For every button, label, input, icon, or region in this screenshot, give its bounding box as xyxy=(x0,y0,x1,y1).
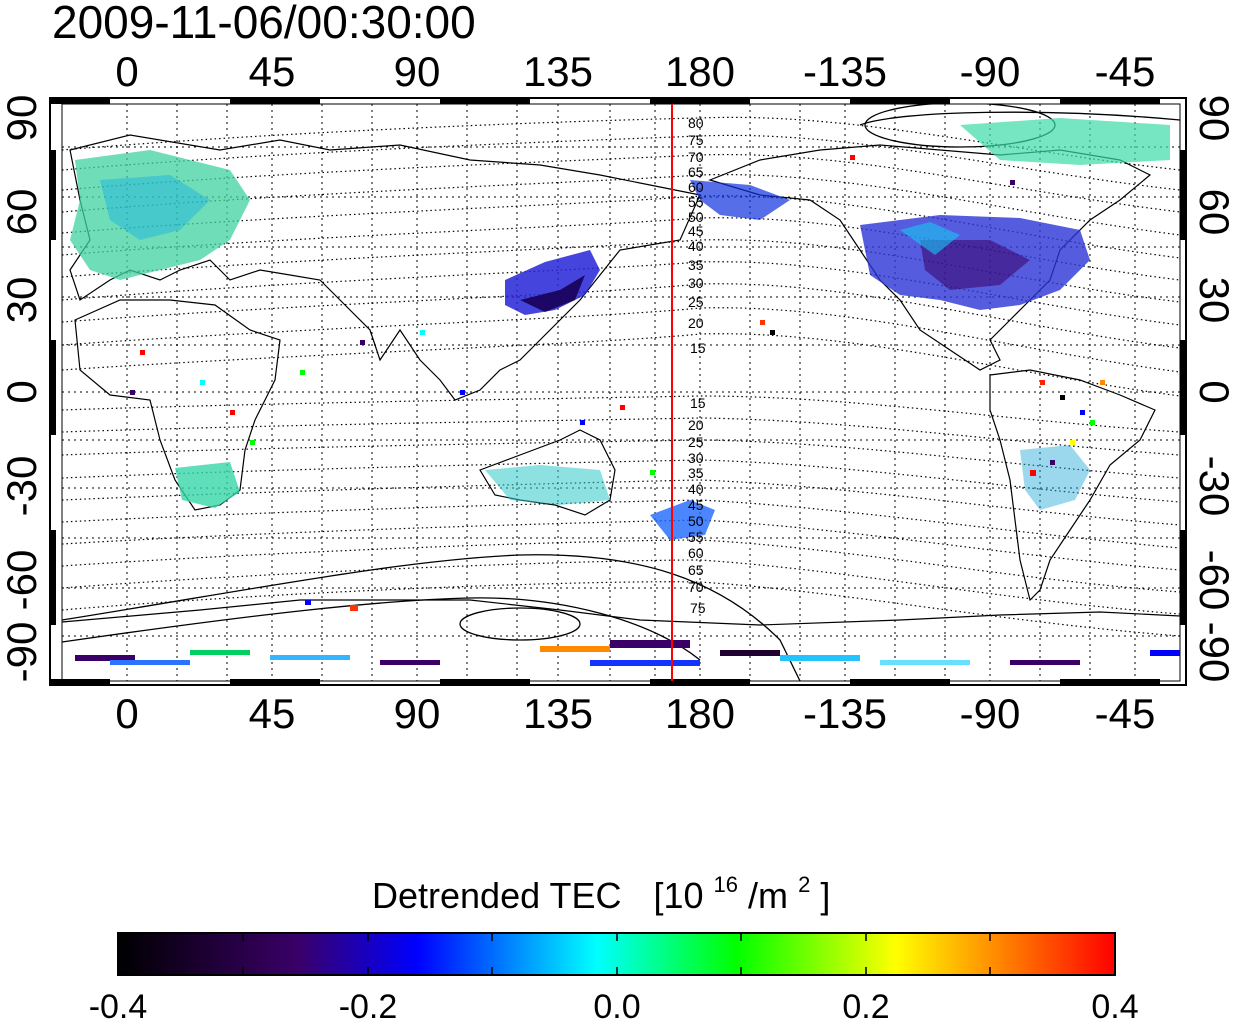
lat-tick-label: -30 xyxy=(1191,456,1238,517)
lat-tick-label: 0 xyxy=(0,380,45,403)
contour-label: 75 xyxy=(688,132,704,148)
australia-patch xyxy=(485,465,610,505)
contour-label: 15 xyxy=(690,340,706,356)
lon-tick-label: 135 xyxy=(523,690,593,737)
contour-label: 35 xyxy=(688,257,704,273)
lat-tick-label: 0 xyxy=(1191,380,1238,403)
contour-label: 65 xyxy=(688,164,704,180)
contour-label: 45 xyxy=(688,497,704,513)
lat-tick-label: 90 xyxy=(0,95,45,142)
contour-label: 40 xyxy=(688,238,704,254)
contour-label: 80 xyxy=(688,115,704,131)
lat-ticks-left: 90 60 30 0 -30 -60 -90 xyxy=(0,95,45,683)
lon-tick-label: 45 xyxy=(249,48,296,95)
lon-tick-label: -45 xyxy=(1095,690,1156,737)
lat-tick-label: -60 xyxy=(1191,550,1238,611)
contour-label: 70 xyxy=(688,579,704,595)
colorbar-title-unit-open: [10 xyxy=(653,875,703,916)
contour-label: 40 xyxy=(688,481,704,497)
contour-label: 25 xyxy=(688,434,704,450)
contour-label: 50 xyxy=(688,513,704,529)
lat-tick-label: 60 xyxy=(1191,189,1238,236)
lon-tick-label: -90 xyxy=(960,690,1021,737)
colorbar-ticks xyxy=(242,933,991,975)
lon-tick-label: -45 xyxy=(1095,48,1156,95)
colorbar-title-unit-sup1: 16 xyxy=(714,872,738,897)
antarctica-outline xyxy=(62,599,1180,626)
colorbar-tick-label: 0.0 xyxy=(593,988,640,1024)
frame-tick-bars xyxy=(50,98,1186,685)
colorbar-title-unit-sup2: 2 xyxy=(798,872,810,897)
timestamp-title: 2009-11-06/00:30:00 xyxy=(52,0,476,48)
southern-africa-patch xyxy=(175,462,240,508)
contour-label: 30 xyxy=(688,275,704,291)
colorbar-tick-labels: -0.4 -0.2 0.0 0.2 0.4 xyxy=(89,988,1139,1024)
contour-label: 15 xyxy=(690,395,706,411)
lon-tick-label: 180 xyxy=(665,48,735,95)
lat-tick-label: -90 xyxy=(0,622,45,683)
lon-tick-label: 45 xyxy=(249,690,296,737)
colorbar-tick-label: 0.4 xyxy=(1091,988,1138,1024)
contour-label: 60 xyxy=(688,545,704,561)
contour-label: 45 xyxy=(688,223,704,239)
lon-tick-label: 180 xyxy=(665,690,735,737)
contour-label: 30 xyxy=(688,450,704,466)
contour-label: 65 xyxy=(688,562,704,578)
magnetic-latitude-contours xyxy=(62,116,1180,637)
colorbar-title: Detrended TEC [10 16 /m 2 ] xyxy=(372,859,830,916)
lon-tick-label: -135 xyxy=(803,690,887,737)
colorbar-title-main: Detrended TEC xyxy=(372,875,621,916)
south-america-outline xyxy=(989,369,1156,602)
contour-label: 25 xyxy=(688,294,704,310)
contour-label: 75 xyxy=(690,600,706,616)
lon-tick-label: 90 xyxy=(394,48,441,95)
lat-tick-label: -90 xyxy=(1191,622,1238,683)
colorbar-title-unit-mid: /m xyxy=(748,875,788,916)
colorbar-tick-label: 0.2 xyxy=(842,988,889,1024)
lat-tick-label: 90 xyxy=(1191,95,1238,142)
europe-patch xyxy=(70,150,250,280)
tec-data-patches xyxy=(70,118,1180,666)
colorbar-title-unit-close: ] xyxy=(820,875,830,916)
lon-tick-label: 90 xyxy=(394,690,441,737)
lon-tick-label: 0 xyxy=(115,690,138,737)
contour-label: 50 xyxy=(688,209,704,225)
lat-tick-label: -30 xyxy=(0,456,45,517)
antarctic-strips xyxy=(75,640,1180,666)
colorbar-tick-label: -0.4 xyxy=(89,988,148,1024)
contour-label: 60 xyxy=(688,179,704,195)
lat-tick-label: 60 xyxy=(0,189,45,236)
lon-tick-label: 135 xyxy=(523,48,593,95)
arctic-patch xyxy=(960,118,1170,165)
contour-label: 35 xyxy=(688,465,704,481)
contour-labels-south: 15 20 25 30 35 40 45 50 55 60 65 70 75 xyxy=(688,395,706,616)
lon-tick-label: -90 xyxy=(960,48,1021,95)
africa-outline xyxy=(74,299,281,511)
south-america-patch xyxy=(1020,445,1090,510)
lon-tick-label: 0 xyxy=(115,48,138,95)
lat-tick-label: 30 xyxy=(1191,277,1238,324)
lat-tick-label: -60 xyxy=(0,550,45,611)
lat-ticks-right: 90 60 30 0 -30 -60 -90 xyxy=(1191,95,1238,683)
contour-label: 55 xyxy=(688,529,704,545)
lon-ticks-bottom: 0 45 90 135 180 -135 -90 -45 xyxy=(115,690,1155,737)
lon-ticks-top: 0 45 90 135 180 -135 -90 -45 xyxy=(115,48,1155,95)
scattered-dots xyxy=(130,155,1105,611)
lon-tick-label: -135 xyxy=(803,48,887,95)
colorbar-tick-label: -0.2 xyxy=(339,988,398,1024)
contour-label: 55 xyxy=(688,194,704,210)
eurasia-outline xyxy=(69,134,701,401)
contour-label: 20 xyxy=(688,315,704,331)
contour-label: 70 xyxy=(688,149,704,165)
lat-tick-label: 30 xyxy=(0,277,45,324)
contour-labels-north: 80 75 70 65 60 55 50 45 40 35 30 25 20 1… xyxy=(688,115,706,356)
contour-label: 20 xyxy=(688,417,704,433)
alaska-patch xyxy=(690,180,790,220)
nz-patch xyxy=(650,500,715,540)
